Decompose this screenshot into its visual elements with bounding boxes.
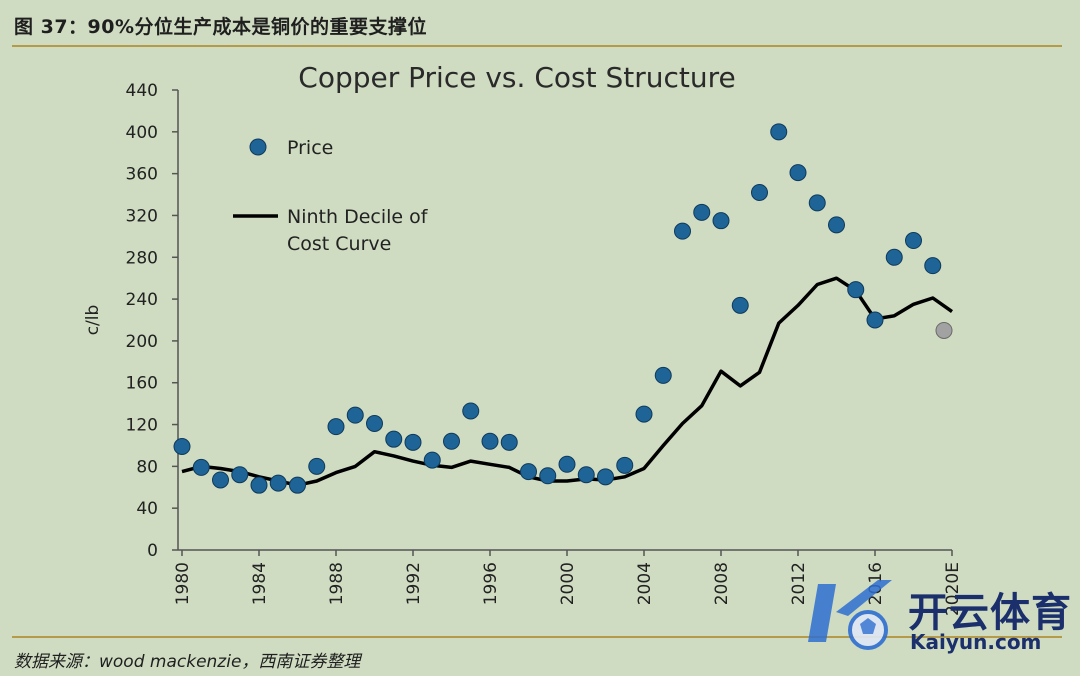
- price-point: [808, 194, 826, 212]
- price-point: [924, 257, 942, 275]
- y-axis-label: c/lb: [83, 305, 103, 336]
- price-point: [577, 466, 595, 484]
- y-tick-label: 280: [126, 248, 158, 268]
- price-point: [385, 430, 403, 448]
- price-point: [423, 451, 441, 469]
- price-point: [289, 476, 306, 494]
- price-point: [212, 471, 229, 489]
- price-point: [462, 402, 480, 420]
- figure-caption: 图 37：90%分位生产成本是铜价的重要支撑位: [14, 16, 428, 38]
- x-tick-label: 2020E: [943, 562, 963, 616]
- source-note: 数据来源：wood mackenzie，西南证券整理: [14, 652, 361, 672]
- chart-title: Copper Price vs. Cost Structure: [298, 61, 735, 94]
- y-tick-label: 200: [126, 332, 158, 352]
- x-tick-label: 1980: [173, 562, 193, 605]
- price-point: [539, 467, 557, 485]
- x-tick-label: 2000: [558, 562, 578, 605]
- price-point: [712, 212, 730, 230]
- legend-price-marker: [249, 138, 267, 156]
- price-point: [231, 466, 249, 484]
- x-tick-label: 1984: [250, 562, 270, 605]
- price-point: [789, 164, 807, 182]
- watermark-brand: 开云体育: [908, 590, 1072, 636]
- price-point: [520, 463, 537, 481]
- price-point: [558, 455, 576, 473]
- price-point: [751, 183, 768, 201]
- legend-cost-label-line1: Ninth Decile of: [287, 206, 429, 228]
- price-point: [828, 216, 845, 234]
- price-estimate-point: [935, 321, 953, 339]
- y-tick-label: 320: [126, 206, 158, 226]
- price-point: [481, 432, 499, 450]
- top-rule: [12, 45, 1062, 47]
- price-point: [731, 296, 749, 314]
- price-point: [250, 476, 268, 494]
- kaiyun-logo-icon: [808, 580, 892, 650]
- y-tick-label: 160: [126, 374, 158, 394]
- y-tick-label: 40: [136, 499, 158, 519]
- price-point: [269, 474, 287, 492]
- price-point: [366, 415, 383, 432]
- price-point: [327, 418, 345, 436]
- price-point: [597, 468, 614, 486]
- price-point: [443, 432, 460, 450]
- y-tick-label: 0: [147, 541, 158, 561]
- legend-cost-label-line2: Cost Curve: [287, 233, 391, 255]
- watermark-url: Kaiyun.com: [910, 630, 1042, 654]
- price-point: [192, 458, 210, 476]
- price-point: [847, 281, 865, 299]
- price-point: [404, 433, 422, 451]
- price-point: [885, 248, 903, 266]
- y-tick-label: 400: [126, 123, 158, 143]
- x-tick-label: 1988: [327, 562, 347, 605]
- copper-price-chart: Copper Price vs. Cost Structure c/lb 0 40 80…: [83, 61, 963, 616]
- price-point: [635, 405, 653, 423]
- x-tick-label: 2012: [789, 562, 809, 605]
- price-point: [674, 222, 691, 240]
- legend-price-label: Price: [287, 137, 333, 159]
- price-point: [346, 406, 364, 424]
- cost-curve-line: [181, 276, 954, 487]
- y-tick-label: 440: [126, 81, 158, 101]
- price-point: [866, 311, 884, 329]
- price-point: [173, 438, 191, 455]
- y-tick-label: 360: [126, 165, 158, 185]
- price-point: [905, 232, 922, 250]
- price-point: [654, 366, 672, 384]
- price-point: [308, 457, 326, 475]
- y-tick-label: 240: [126, 290, 158, 310]
- x-tick-label: 1996: [481, 562, 501, 605]
- x-tick-label: 1992: [404, 562, 424, 605]
- price-point: [500, 433, 518, 451]
- price-point: [693, 203, 711, 221]
- price-point: [770, 123, 788, 141]
- x-tick-label: 2004: [635, 562, 655, 605]
- y-tick-label: 120: [126, 416, 158, 436]
- bottom-rule: [12, 636, 1062, 638]
- price-point: [616, 456, 634, 474]
- x-tick-label: 2008: [712, 562, 732, 605]
- y-tick-label: 80: [136, 457, 158, 477]
- watermark: 开云体育 Kaiyun.com: [800, 572, 1072, 662]
